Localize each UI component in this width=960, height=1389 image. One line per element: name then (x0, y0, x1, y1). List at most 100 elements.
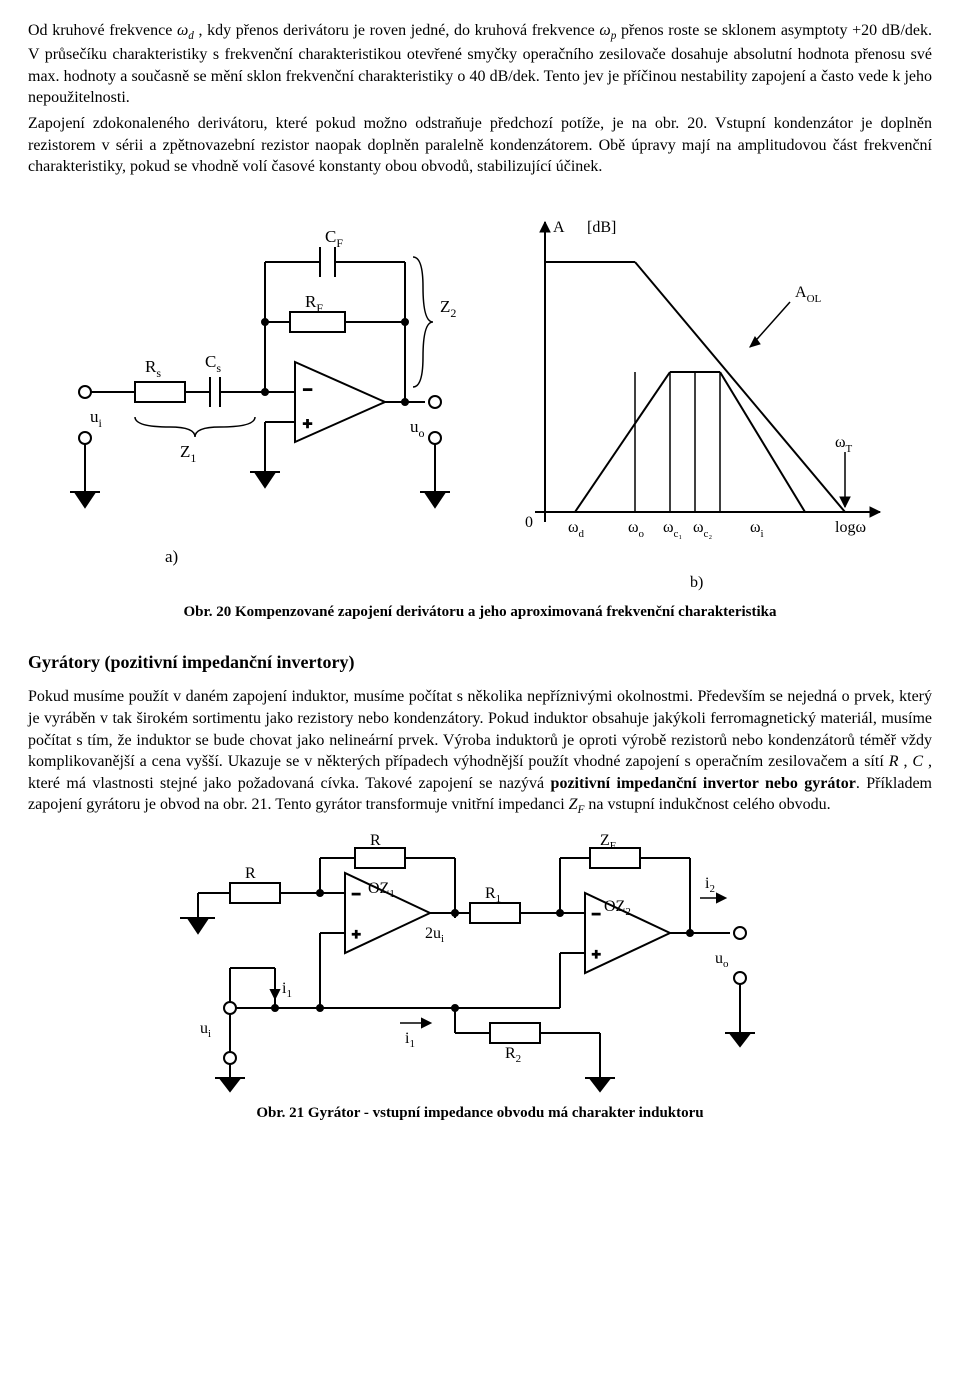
Z1-lbl: Z (180, 442, 190, 461)
fig20-svg: − + (65, 192, 895, 592)
svg-text:ωc₁: ωc₁ (663, 519, 682, 540)
svg-text:ωT: ωT (835, 434, 853, 455)
p2-C: C (912, 753, 923, 770)
svg-text:uo: uo (715, 950, 729, 970)
AOL-sub: OL (807, 293, 822, 305)
R-top: R (370, 833, 381, 849)
two-ui-sub: i (441, 933, 444, 945)
section-gyrators-heading: Gyrátory (pozitivní impedanční invertory… (28, 650, 932, 674)
svg-text:2ui: 2ui (425, 925, 444, 945)
svg-text:Z2: Z2 (440, 297, 456, 320)
wc1-lbl: ω (663, 519, 674, 536)
Z1-sub: 1 (190, 451, 196, 465)
svg-text:Rs: Rs (145, 357, 161, 380)
p2-bold: pozitivní impedanční invertor nebo gyrát… (551, 775, 856, 792)
svg-text:+: + (352, 927, 360, 943)
logw-lbl: logω (835, 519, 866, 536)
OZ1-sub: 1 (389, 888, 395, 900)
Cs-lbl: C (205, 352, 216, 371)
wi-lbl: ω (750, 519, 761, 536)
p2-l1: Pokud musíme použít v daném zapojení ind… (28, 688, 932, 770)
fig21-svg: − + − + (170, 833, 790, 1093)
ZF-lbl: Z (600, 833, 610, 849)
fig21-caption: Obr. 21 Gyrátor - vstupní impedance obvo… (28, 1103, 932, 1123)
svg-text:ui: ui (90, 407, 103, 430)
Rs-sub: s (156, 366, 161, 380)
wT-lbl: ω (835, 434, 846, 451)
svg-text:Z1: Z1 (180, 442, 196, 465)
svg-text:ωc₂: ωc₂ (693, 519, 712, 540)
a-label: a) (165, 547, 178, 566)
svg-text:R2: R2 (505, 1045, 521, 1065)
i1l-sub: 1 (286, 988, 292, 1000)
Z2-lbl: Z (440, 297, 450, 316)
svg-text:−: − (592, 907, 600, 923)
wi-sub: i (761, 528, 764, 540)
svg-text:ZF: ZF (600, 833, 616, 852)
svg-text:A: A (553, 219, 565, 236)
figure-21: − + − + (28, 833, 932, 1093)
dB-lbl: [dB] (587, 219, 616, 236)
two-ui-lbl: 2u (425, 925, 441, 942)
wd-lbl: ω (568, 519, 579, 536)
R-first: R (245, 865, 256, 882)
Z2-sub: 2 (450, 306, 456, 320)
svg-text:i1: i1 (282, 980, 292, 1000)
svg-text:CF: CF (325, 227, 343, 250)
wc2-sub: c₂ (704, 528, 713, 540)
OZ1-lbl: OZ (368, 880, 389, 897)
CF-sub: F (336, 236, 343, 250)
b-label: b) (690, 574, 703, 591)
uo2-sub: o (723, 958, 729, 970)
ZF-sub: F (610, 840, 616, 852)
p1-l3: Zapojení zdokonaleného derivátoru, které… (28, 113, 932, 178)
p2-ZF: Z (569, 796, 578, 813)
svg-text:+: + (303, 416, 312, 433)
svg-text:Cs: Cs (205, 352, 221, 375)
svg-text:ωd: ωd (568, 519, 585, 540)
p2-R: R (889, 753, 899, 770)
zero-lbl: 0 (525, 514, 533, 531)
svg-text:+: + (592, 947, 600, 963)
svg-text:−: − (352, 887, 360, 903)
uo2-lbl: u (715, 950, 723, 967)
i2-sub: 2 (709, 883, 715, 895)
svg-text:OZ2: OZ2 (604, 898, 631, 918)
AOL-lbl: A (795, 284, 807, 301)
R2-lbl: R (505, 1045, 516, 1062)
wo-lbl: ω (628, 519, 639, 536)
i1b-sub: 1 (409, 1038, 415, 1050)
p1-l1a: Od kruhové frekvence (28, 22, 177, 39)
wc1-sub: c₁ (674, 528, 683, 540)
svg-text:i1: i1 (405, 1030, 415, 1050)
wT-sub: T (846, 443, 853, 455)
R1-sub: 1 (496, 893, 502, 905)
svg-text:ωi: ωi (750, 519, 764, 540)
wc2-lbl: ω (693, 519, 704, 536)
svg-text:−: − (303, 382, 312, 399)
figure-20: − + (28, 192, 932, 592)
para1-text: Od kruhové frekvence ωd , kdy přenos der… (28, 20, 932, 109)
OZ2-sub: 2 (625, 906, 631, 918)
RF-lbl: R (305, 292, 317, 311)
para2-text: Pokud musíme použít v daném zapojení ind… (28, 686, 932, 818)
svg-text:ui: ui (200, 1020, 211, 1040)
OZ2-lbl: OZ (604, 898, 625, 915)
fig20-caption: Obr. 20 Kompenzované zapojení derivátoru… (28, 602, 932, 622)
wo-sub: o (639, 528, 645, 540)
RF-sub: F (316, 301, 323, 315)
uo-sub: o (419, 426, 425, 440)
svg-text:uo: uo (410, 417, 425, 440)
ui-sub: i (99, 416, 103, 430)
Cs-sub: s (216, 361, 221, 375)
svg-text:AOL: AOL (795, 284, 822, 305)
paragraph-derivative-intro: Od kruhové frekvence ωd , kdy přenos der… (28, 20, 932, 178)
omega-p: ω (599, 22, 610, 39)
p1-l1b: , kdy přenos derivátoru je roven jedné, … (194, 22, 600, 39)
R1-lbl: R (485, 885, 496, 902)
svg-text:OZ1: OZ1 (368, 880, 395, 900)
CF-lbl: C (325, 227, 336, 246)
ui2-sub: i (208, 1028, 211, 1040)
omega-d: ω (177, 22, 188, 39)
svg-text:ωo: ωo (628, 519, 645, 540)
